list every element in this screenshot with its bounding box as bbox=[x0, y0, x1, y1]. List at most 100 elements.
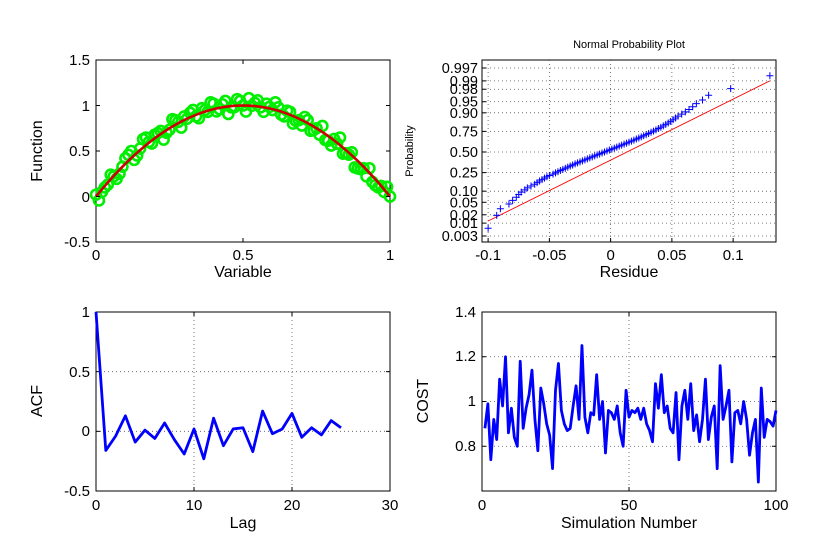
ytick-label: 0.997 bbox=[442, 61, 478, 77]
plot-normprob-marks bbox=[484, 72, 774, 232]
xtick-label: 100 bbox=[763, 497, 788, 514]
ytick-label: 1 bbox=[82, 304, 90, 321]
plot-normprob-grid bbox=[482, 60, 776, 242]
ytick-label: 0.75 bbox=[450, 124, 478, 140]
y-axis-label: COST bbox=[415, 379, 432, 424]
xtick-label: 1 bbox=[386, 247, 394, 264]
plot-acf-xticks: 0 10 20 30 bbox=[92, 497, 399, 514]
data-point bbox=[496, 205, 504, 213]
x-axis-label: Simulation Number bbox=[561, 515, 698, 532]
xtick-label: 50 bbox=[621, 497, 638, 514]
ytick-label: -0.5 bbox=[64, 483, 90, 500]
ytick-label: 1.4 bbox=[455, 304, 476, 321]
data-point bbox=[674, 112, 682, 120]
data-point bbox=[484, 224, 492, 232]
y-axis-label: Function bbox=[29, 120, 46, 181]
ytick-label: 0.05 bbox=[450, 195, 478, 211]
xtick-label: 0 bbox=[606, 247, 614, 264]
ytick-label: 0.8 bbox=[455, 438, 476, 455]
ytick-label: -0.5 bbox=[64, 234, 90, 251]
xtick-label: 0 bbox=[92, 247, 100, 264]
data-point bbox=[681, 108, 689, 116]
plot-normprob-xticks: -0.1 -0.05 0 0.05 0.1 bbox=[475, 247, 743, 264]
xtick-label: -0.1 bbox=[475, 247, 501, 264]
data-point bbox=[324, 139, 338, 152]
xtick-label: 0.5 bbox=[233, 247, 254, 264]
plot-cost-marks bbox=[483, 344, 778, 484]
ytick-label: 1.5 bbox=[69, 52, 90, 69]
plot-function: 0 0.5 1 -0.5 0 0.5 1 1.5 Variable Functi… bbox=[29, 52, 397, 281]
ytick-label: 0.02 bbox=[450, 208, 478, 224]
plot-function-marks bbox=[89, 91, 397, 207]
data-point bbox=[157, 133, 170, 146]
ytick-label: 0 bbox=[82, 423, 90, 440]
chart-title: Normal Probability Plot bbox=[573, 39, 685, 51]
data-point bbox=[505, 200, 513, 208]
data-point bbox=[517, 188, 525, 196]
ytick-label: 0 bbox=[82, 189, 90, 206]
plot-acf-yticks: -0.5 0 0.5 1 bbox=[64, 304, 90, 500]
data-point bbox=[310, 121, 323, 135]
data-point bbox=[678, 110, 686, 118]
data-point bbox=[689, 103, 697, 111]
data-point bbox=[705, 91, 713, 99]
plot-normprob-yticks: 0.0030.010.020.050.100.250.500.750.900.9… bbox=[442, 61, 478, 245]
ytick-label: 0.003 bbox=[442, 229, 478, 245]
plot-acf-frame bbox=[95, 311, 391, 492]
ytick-label: 0.98 bbox=[450, 82, 478, 98]
cost-line bbox=[483, 344, 778, 484]
plot-cost-yticks: 0.8 1 1.2 1.4 bbox=[455, 304, 476, 455]
data-point bbox=[374, 179, 388, 193]
data-point bbox=[333, 131, 347, 144]
plot-cost-xticks: 0 50 100 bbox=[478, 497, 789, 514]
ytick-label: 0.5 bbox=[69, 364, 90, 381]
data-point bbox=[699, 96, 706, 104]
ytick-label: 1 bbox=[468, 393, 476, 410]
xtick-label: -0.05 bbox=[532, 247, 566, 264]
data-point bbox=[766, 72, 774, 80]
data-point bbox=[98, 181, 112, 194]
x-axis-label: Lag bbox=[230, 515, 257, 532]
xtick-label: 0 bbox=[478, 497, 486, 514]
ytick-label: 0.90 bbox=[450, 106, 478, 122]
xtick-label: 20 bbox=[284, 497, 301, 514]
data-point bbox=[163, 123, 176, 137]
data-point bbox=[545, 171, 553, 179]
ytick-label: 1.2 bbox=[455, 348, 476, 365]
plot-acf-marks bbox=[94, 311, 342, 461]
reference-line bbox=[487, 80, 771, 222]
ytick-label: 0.5 bbox=[69, 143, 90, 160]
x-axis-label: Variable bbox=[214, 264, 272, 281]
data-point bbox=[330, 137, 344, 151]
y-axis-label: Probability bbox=[404, 125, 416, 177]
data-point bbox=[527, 182, 535, 190]
data-point bbox=[509, 196, 517, 204]
plot-cost: 0 50 100 0.8 1 1.2 1.4 Simulation Number… bbox=[415, 304, 789, 532]
fit-curve bbox=[94, 104, 392, 198]
data-point bbox=[692, 100, 700, 108]
xtick-label: 0.05 bbox=[657, 247, 686, 264]
ytick-label: 1 bbox=[82, 98, 90, 115]
ytick-label: 0.50 bbox=[450, 145, 478, 161]
acf-line bbox=[94, 311, 342, 461]
data-point bbox=[685, 106, 693, 114]
x-axis-label: Residue bbox=[600, 264, 659, 281]
ytick-label: 0.25 bbox=[450, 166, 478, 182]
ytick-label: 0.01 bbox=[450, 216, 478, 232]
xtick-label: 30 bbox=[382, 497, 399, 514]
xtick-label: 0 bbox=[92, 497, 100, 514]
xtick-label: 0.1 bbox=[723, 247, 744, 264]
data-point bbox=[383, 190, 397, 203]
plot-function-yticks: -0.5 0 0.5 1 1.5 bbox=[64, 52, 90, 251]
plot-function-xticks: 0 0.5 1 bbox=[92, 247, 394, 264]
ytick-label: 0.99 bbox=[450, 74, 478, 90]
data-point bbox=[523, 184, 531, 192]
plot-acf: 0 10 20 30 -0.5 0 0.5 1 Lag ACF bbox=[29, 304, 398, 532]
xtick-label: 10 bbox=[186, 497, 203, 514]
plot-normprob: Normal Probability Plot -0.1 -0.05 0 0.05 0.… bbox=[404, 39, 777, 281]
data-point bbox=[727, 85, 735, 93]
ytick-label: 0.10 bbox=[450, 184, 478, 200]
ytick-label: 0.95 bbox=[450, 95, 478, 111]
data-point bbox=[493, 211, 501, 219]
